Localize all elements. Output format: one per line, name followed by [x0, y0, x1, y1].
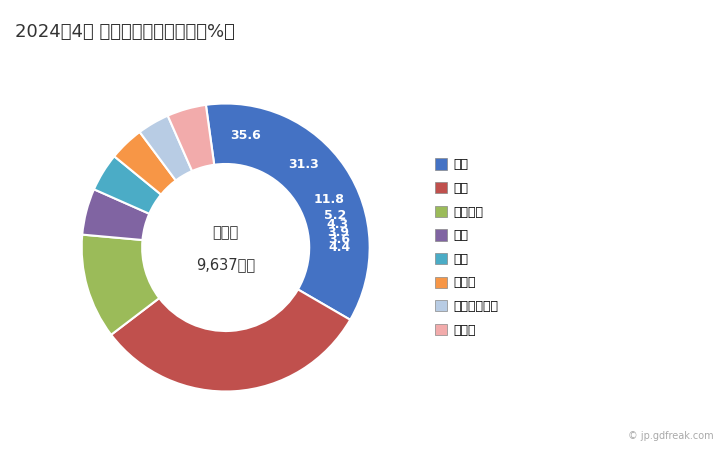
Text: 4.3: 4.3	[326, 218, 348, 231]
Text: 3.9: 3.9	[328, 225, 349, 238]
Text: 11.8: 11.8	[313, 193, 344, 206]
Text: 総　額: 総 額	[213, 225, 239, 241]
Wedge shape	[140, 116, 192, 180]
Legend: 中国, 韓国, ベトナム, 台湾, タイ, インド, シンガポール, その他: 中国, 韓国, ベトナム, 台湾, タイ, インド, シンガポール, その他	[430, 153, 504, 342]
Text: 31.3: 31.3	[288, 158, 319, 171]
Wedge shape	[94, 156, 161, 214]
Wedge shape	[206, 104, 370, 320]
Text: 3.6: 3.6	[328, 233, 350, 246]
Text: 4.4: 4.4	[328, 241, 351, 254]
Text: 9,637万円: 9,637万円	[196, 257, 256, 272]
Text: 35.6: 35.6	[230, 129, 261, 142]
Text: 5.2: 5.2	[323, 208, 346, 221]
Wedge shape	[82, 234, 159, 335]
Wedge shape	[167, 105, 214, 171]
Text: © jp.gdfreak.com: © jp.gdfreak.com	[628, 431, 713, 441]
Wedge shape	[82, 189, 149, 240]
Text: 2024年4月 輸出相手国のシェア（%）: 2024年4月 輸出相手国のシェア（%）	[15, 22, 234, 40]
Wedge shape	[114, 132, 175, 194]
Wedge shape	[111, 289, 350, 392]
